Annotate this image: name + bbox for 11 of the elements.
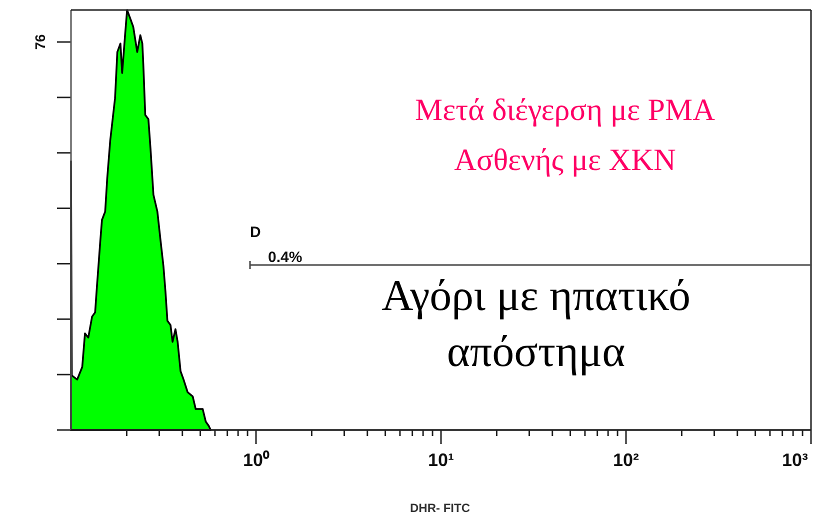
text: 76 <box>32 34 48 50</box>
annotation: D <box>250 224 261 241</box>
x-tick-label: 10⁰ <box>242 450 270 470</box>
text: Μετά διέγερση με PMA <box>415 92 716 127</box>
annotation: 0.4% <box>268 249 302 266</box>
x-tick-label: 10¹ <box>428 450 454 470</box>
x-tick-label: 10³ <box>782 450 808 470</box>
x-tick-label: 10² <box>612 450 640 470</box>
x-axis-title: DHR- FITC <box>410 501 470 515</box>
text: Ασθενής με ΧΚΝ <box>454 142 676 177</box>
annotation: Αγόρι με ηπατικό απόστημα <box>381 271 691 376</box>
